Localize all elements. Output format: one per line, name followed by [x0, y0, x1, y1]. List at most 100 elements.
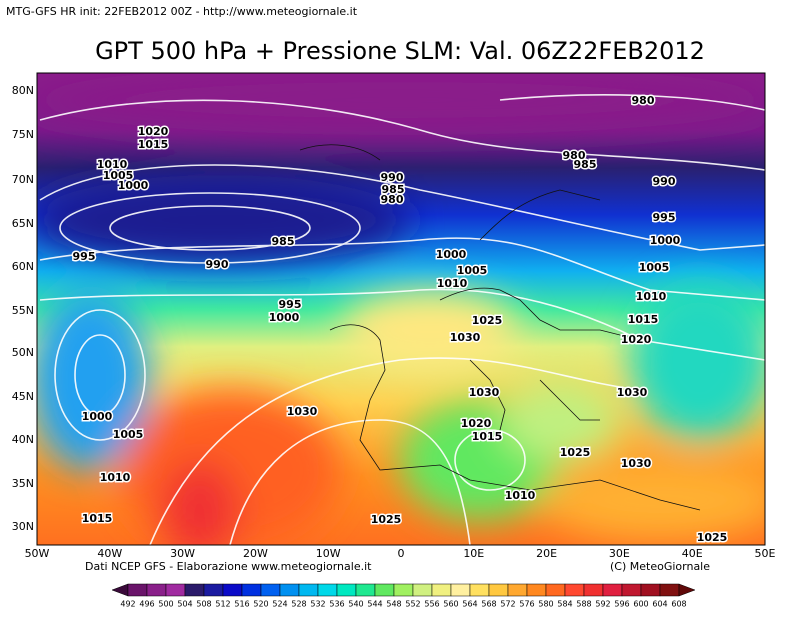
latitude-label: 45N [12, 390, 34, 403]
isobar-label: 1020 [138, 125, 169, 138]
colorbar-swatch [659, 583, 680, 597]
isobar-label: 990 [381, 171, 404, 184]
isobar-label: 1025 [697, 531, 728, 544]
colorbar-label: 552 [405, 600, 420, 609]
isobar-label: 1025 [472, 314, 503, 327]
colorbar-label: 536 [329, 600, 344, 609]
latitude-label: 65N [12, 217, 34, 230]
colorbar-label: 560 [443, 600, 458, 609]
colorbar-swatch [336, 583, 357, 597]
isobar-label: 1030 [617, 386, 648, 399]
colorbar-swatch [355, 583, 376, 597]
isobar-label: 985 [574, 158, 597, 171]
colorbar-swatch [184, 583, 205, 597]
colorbar-label: 520 [253, 600, 268, 609]
colorbar-swatch [545, 583, 566, 597]
isobar-label: 1010 [505, 489, 536, 502]
colorbar-label: 572 [500, 600, 515, 609]
isobar-label: 1010 [636, 290, 667, 303]
colorbar-swatch [640, 583, 661, 597]
map-title: GPT 500 hPa + Pressione SLM: Val. 06Z22F… [95, 37, 705, 65]
latitude-label: 40N [12, 433, 34, 446]
colorbar-label: 512 [215, 600, 230, 609]
longitude-label: 40W [97, 547, 122, 560]
colorbar-swatch [203, 583, 224, 597]
colorbar-label: 600 [633, 600, 648, 609]
colorbar-label: 496 [139, 600, 154, 609]
isobar-label: 1000 [650, 234, 681, 247]
colorbar-label: 588 [576, 600, 591, 609]
isobar-label: 1005 [113, 428, 144, 441]
colorbar-swatch [450, 583, 471, 597]
colorbar-label: 548 [386, 600, 401, 609]
colorbar-swatch [393, 583, 414, 597]
isobar-label: 1010 [437, 277, 468, 290]
map-frame [36, 72, 766, 546]
colorbar-label: 528 [291, 600, 306, 609]
header-caption: MTG-GFS HR init: 22FEB2012 00Z - http://… [6, 5, 358, 18]
latitude-label: 30N [12, 520, 34, 533]
colorbar-label: 492 [120, 600, 135, 609]
latitude-label: 35N [12, 477, 34, 490]
colorbar-label: 504 [177, 600, 192, 609]
colorbar-label: 596 [614, 600, 629, 609]
isobar-label: 980 [632, 94, 655, 107]
colorbar-swatch [507, 583, 528, 597]
colorbar-swatch [127, 583, 148, 597]
isobar-label: 1015 [138, 138, 169, 151]
map-field [37, 73, 765, 545]
latitude-label: 80N [12, 84, 34, 97]
colorbar-swatch [488, 583, 509, 597]
longitude-label: 20E [536, 547, 557, 560]
colorbar-label: 608 [671, 600, 686, 609]
colorbar-swatch [583, 583, 604, 597]
isobar-label: 1030 [469, 386, 500, 399]
latitude-label: 75N [12, 128, 34, 141]
isobar-label: 985 [382, 183, 405, 196]
isobar-label: 1030 [621, 457, 652, 470]
isobar-label: 980 [381, 193, 404, 206]
isobar-label: 1020 [621, 333, 652, 346]
colorbar-swatch [526, 583, 547, 597]
colorbar-swatch [298, 583, 319, 597]
colorbar-label: 576 [519, 600, 534, 609]
isobar-label: 980 [563, 149, 586, 162]
latitude-label: 55N [12, 304, 34, 317]
isobar-label: 1025 [560, 446, 591, 459]
isobar-label: 1005 [639, 261, 670, 274]
isobar-label: 1015 [628, 313, 659, 326]
isobar-label: 985 [272, 235, 295, 248]
longitude-label: 30W [170, 547, 195, 560]
isobar-label: 1030 [450, 331, 481, 344]
colorbar-label: 592 [595, 600, 610, 609]
colorbar-label: 540 [348, 600, 363, 609]
longitude-label: 50E [755, 547, 776, 560]
longitude-label: 40E [682, 547, 703, 560]
isobar-label: 990 [653, 175, 676, 188]
colorbar-swatch [469, 583, 490, 597]
latitude-label: 70N [12, 173, 34, 186]
colorbar-label: 532 [310, 600, 325, 609]
colorbar-label: 508 [196, 600, 211, 609]
colorbar-swatch [602, 583, 623, 597]
isobar-label: 1015 [472, 430, 503, 443]
footer-copyright: (C) MeteoGiornale [610, 560, 710, 573]
longitude-label: 30E [609, 547, 630, 560]
colorbar-label: 564 [462, 600, 477, 609]
footer-source: Dati NCEP GFS - Elaborazione www.meteogi… [85, 560, 372, 573]
isobar-label: 1030 [287, 405, 318, 418]
isobar-label: 1000 [269, 311, 300, 324]
colorbar-arrow [678, 583, 696, 597]
colorbar-label: 516 [234, 600, 249, 609]
longitude-label: 0 [398, 547, 405, 560]
isobar-label: 1015 [82, 512, 113, 525]
isobar-label: 995 [279, 298, 302, 311]
colorbar-label: 500 [158, 600, 173, 609]
colorbar-swatch [260, 583, 281, 597]
isobar-label: 1005 [457, 264, 488, 277]
isobar-label: 1010 [100, 471, 131, 484]
colorbar-label: 604 [652, 600, 667, 609]
isobar-label: 1010 [97, 158, 128, 171]
colorbar-arrow [111, 583, 129, 597]
